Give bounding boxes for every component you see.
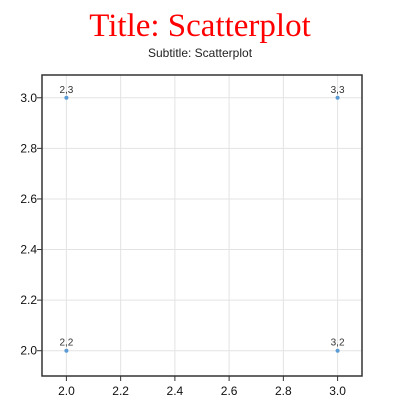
y-tick-label: 3.0 (20, 91, 37, 105)
x-axis: 2.0 2.2 2.4 2.6 2.8 3.0 (58, 376, 346, 398)
y-tick-label: 2.2 (20, 293, 37, 307)
chart-title: Title: Scatterplot (89, 8, 311, 44)
x-tick-label: 2.2 (112, 384, 129, 398)
y-tick-label: 2.8 (20, 141, 37, 155)
grid-lines (42, 75, 362, 376)
data-label: 3,2 (331, 338, 345, 349)
y-tick-label: 2.4 (20, 243, 37, 257)
data-label: 3,3 (331, 85, 345, 96)
x-tick-label: 2.6 (221, 384, 238, 398)
x-tick-label: 2.8 (275, 384, 292, 398)
data-point (335, 348, 340, 353)
y-tick-label: 2.0 (20, 344, 37, 358)
y-tick-label: 2.6 (20, 192, 37, 206)
chart-subtitle: Subtitle: Scatterplot (147, 46, 253, 60)
data-points: 2,3 3,3 2,2 3,2 (59, 85, 345, 353)
data-point (64, 95, 69, 100)
data-point (335, 95, 340, 100)
data-point (64, 348, 69, 353)
x-tick-label: 3.0 (329, 384, 346, 398)
data-label: 2,2 (59, 338, 73, 349)
plot-frame (41, 74, 363, 377)
x-tick-label: 2.4 (167, 384, 184, 398)
data-label: 2,3 (59, 85, 73, 96)
y-axis: 2.0 2.2 2.4 2.6 2.8 3.0 (20, 91, 42, 358)
x-tick-label: 2.0 (58, 384, 75, 398)
